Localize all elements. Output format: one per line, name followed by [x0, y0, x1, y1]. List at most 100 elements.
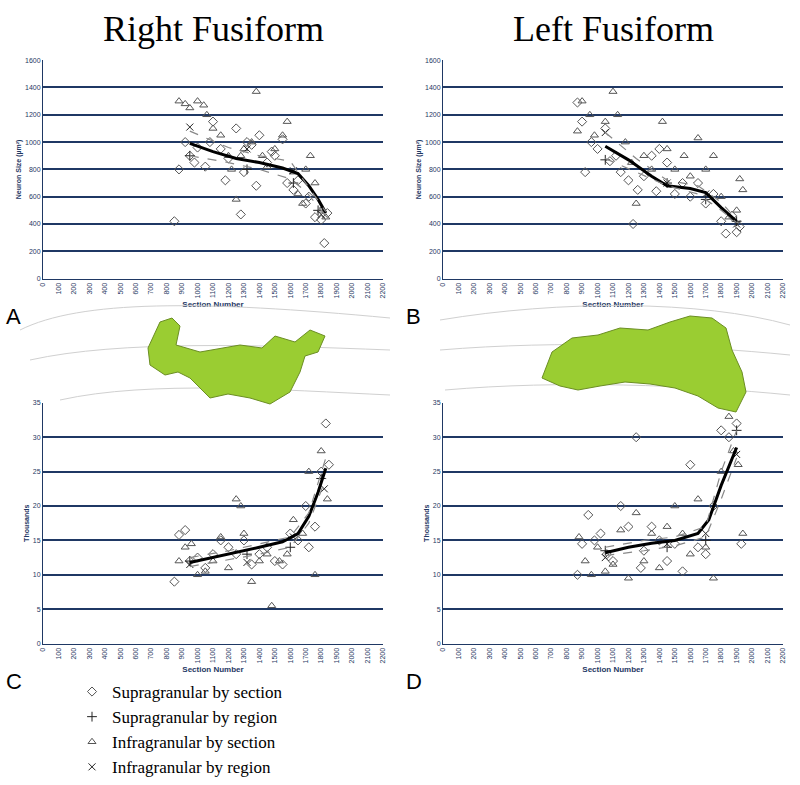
svg-text:900: 900 [578, 283, 585, 295]
svg-text:Section Number: Section Number [182, 665, 243, 674]
svg-text:800: 800 [163, 283, 170, 295]
svg-text:1400: 1400 [656, 283, 663, 299]
svg-text:1200: 1200 [425, 111, 441, 118]
svg-text:2200: 2200 [779, 648, 786, 664]
svg-text:30: 30 [33, 434, 41, 441]
svg-text:2000: 2000 [748, 283, 755, 299]
svg-text:Neuron Size (µm²): Neuron Size (µm²) [415, 140, 423, 200]
svg-text:500: 500 [517, 648, 524, 660]
svg-text:200: 200 [70, 648, 77, 660]
svg-text:1900: 1900 [333, 648, 340, 664]
svg-text:Section Number: Section Number [582, 665, 643, 674]
svg-text:700: 700 [147, 648, 154, 660]
svg-text:2100: 2100 [764, 283, 771, 299]
svg-text:D: D [406, 669, 422, 694]
svg-text:A: A [6, 304, 21, 329]
svg-text:1600: 1600 [25, 57, 41, 64]
svg-text:800: 800 [563, 648, 570, 660]
svg-text:1200: 1200 [625, 648, 632, 664]
svg-text:700: 700 [547, 648, 554, 660]
svg-text:0: 0 [437, 275, 441, 282]
svg-text:300: 300 [486, 648, 493, 660]
svg-text:0: 0 [439, 283, 446, 287]
svg-text:0: 0 [39, 648, 46, 652]
svg-text:1100: 1100 [609, 648, 616, 663]
svg-text:600: 600 [429, 193, 441, 200]
svg-text:1900: 1900 [733, 283, 740, 299]
svg-text:1600: 1600 [425, 57, 441, 64]
svg-text:1600: 1600 [287, 648, 294, 664]
svg-text:C: C [6, 669, 22, 694]
svg-text:1400: 1400 [25, 84, 41, 91]
svg-text:800: 800 [29, 166, 41, 173]
svg-text:200: 200 [470, 648, 477, 660]
svg-text:600: 600 [532, 283, 539, 295]
svg-text:500: 500 [117, 648, 124, 660]
svg-text:Section Number: Section Number [182, 300, 243, 309]
svg-text:1900: 1900 [333, 283, 340, 299]
svg-text:2200: 2200 [779, 283, 786, 299]
svg-text:1100: 1100 [209, 283, 216, 298]
svg-text:400: 400 [501, 283, 508, 295]
svg-text:20: 20 [433, 502, 441, 509]
svg-text:300: 300 [86, 648, 93, 660]
svg-text:800: 800 [563, 283, 570, 295]
svg-text:1400: 1400 [425, 84, 441, 91]
svg-text:0: 0 [37, 275, 41, 282]
svg-text:1800: 1800 [717, 648, 724, 664]
svg-text:500: 500 [117, 283, 124, 295]
svg-text:100: 100 [455, 648, 462, 660]
svg-text:400: 400 [29, 220, 41, 227]
svg-text:1800: 1800 [717, 283, 724, 299]
svg-text:1700: 1700 [702, 283, 709, 299]
svg-text:400: 400 [429, 220, 441, 227]
svg-text:700: 700 [547, 283, 554, 295]
svg-text:1000: 1000 [594, 283, 601, 299]
svg-text:1400: 1400 [256, 283, 263, 299]
svg-text:1500: 1500 [271, 283, 278, 299]
svg-text:1300: 1300 [240, 648, 247, 664]
svg-text:1600: 1600 [687, 648, 694, 664]
svg-text:5: 5 [37, 606, 41, 613]
svg-text:400: 400 [501, 648, 508, 660]
svg-text:20: 20 [33, 502, 41, 509]
svg-text:1200: 1200 [225, 283, 232, 299]
svg-text:2000: 2000 [348, 648, 355, 664]
svg-text:1100: 1100 [209, 648, 216, 663]
svg-text:Section Number: Section Number [582, 300, 643, 309]
svg-text:10: 10 [33, 571, 41, 578]
svg-text:35: 35 [33, 399, 41, 406]
svg-text:200: 200 [470, 283, 477, 295]
svg-text:600: 600 [132, 648, 139, 660]
svg-text:700: 700 [147, 283, 154, 295]
svg-text:300: 300 [86, 283, 93, 295]
svg-text:400: 400 [101, 283, 108, 295]
svg-text:500: 500 [517, 283, 524, 295]
svg-text:2000: 2000 [748, 648, 755, 664]
svg-text:1000: 1000 [25, 139, 41, 146]
svg-text:Supragranular by section: Supragranular by section [112, 683, 282, 702]
svg-text:400: 400 [101, 648, 108, 660]
svg-text:1700: 1700 [302, 648, 309, 664]
svg-text:1400: 1400 [256, 648, 263, 664]
svg-text:200: 200 [429, 248, 441, 255]
svg-text:1500: 1500 [271, 648, 278, 664]
svg-text:2100: 2100 [364, 283, 371, 299]
svg-text:1500: 1500 [671, 648, 678, 664]
svg-text:Right Fusiform: Right Fusiform [103, 9, 324, 49]
svg-text:0: 0 [37, 640, 41, 647]
svg-text:Infragranular by section: Infragranular by section [112, 733, 276, 752]
svg-text:900: 900 [578, 648, 585, 660]
svg-text:1500: 1500 [671, 283, 678, 299]
svg-text:600: 600 [532, 648, 539, 660]
svg-text:100: 100 [455, 283, 462, 295]
svg-text:15: 15 [33, 537, 41, 544]
svg-text:0: 0 [39, 283, 46, 287]
svg-text:1200: 1200 [625, 283, 632, 299]
svg-text:1700: 1700 [302, 283, 309, 299]
svg-text:1000: 1000 [594, 648, 601, 664]
svg-text:1100: 1100 [609, 283, 616, 298]
svg-text:2100: 2100 [764, 648, 771, 664]
svg-text:200: 200 [70, 283, 77, 295]
svg-text:100: 100 [55, 648, 62, 660]
